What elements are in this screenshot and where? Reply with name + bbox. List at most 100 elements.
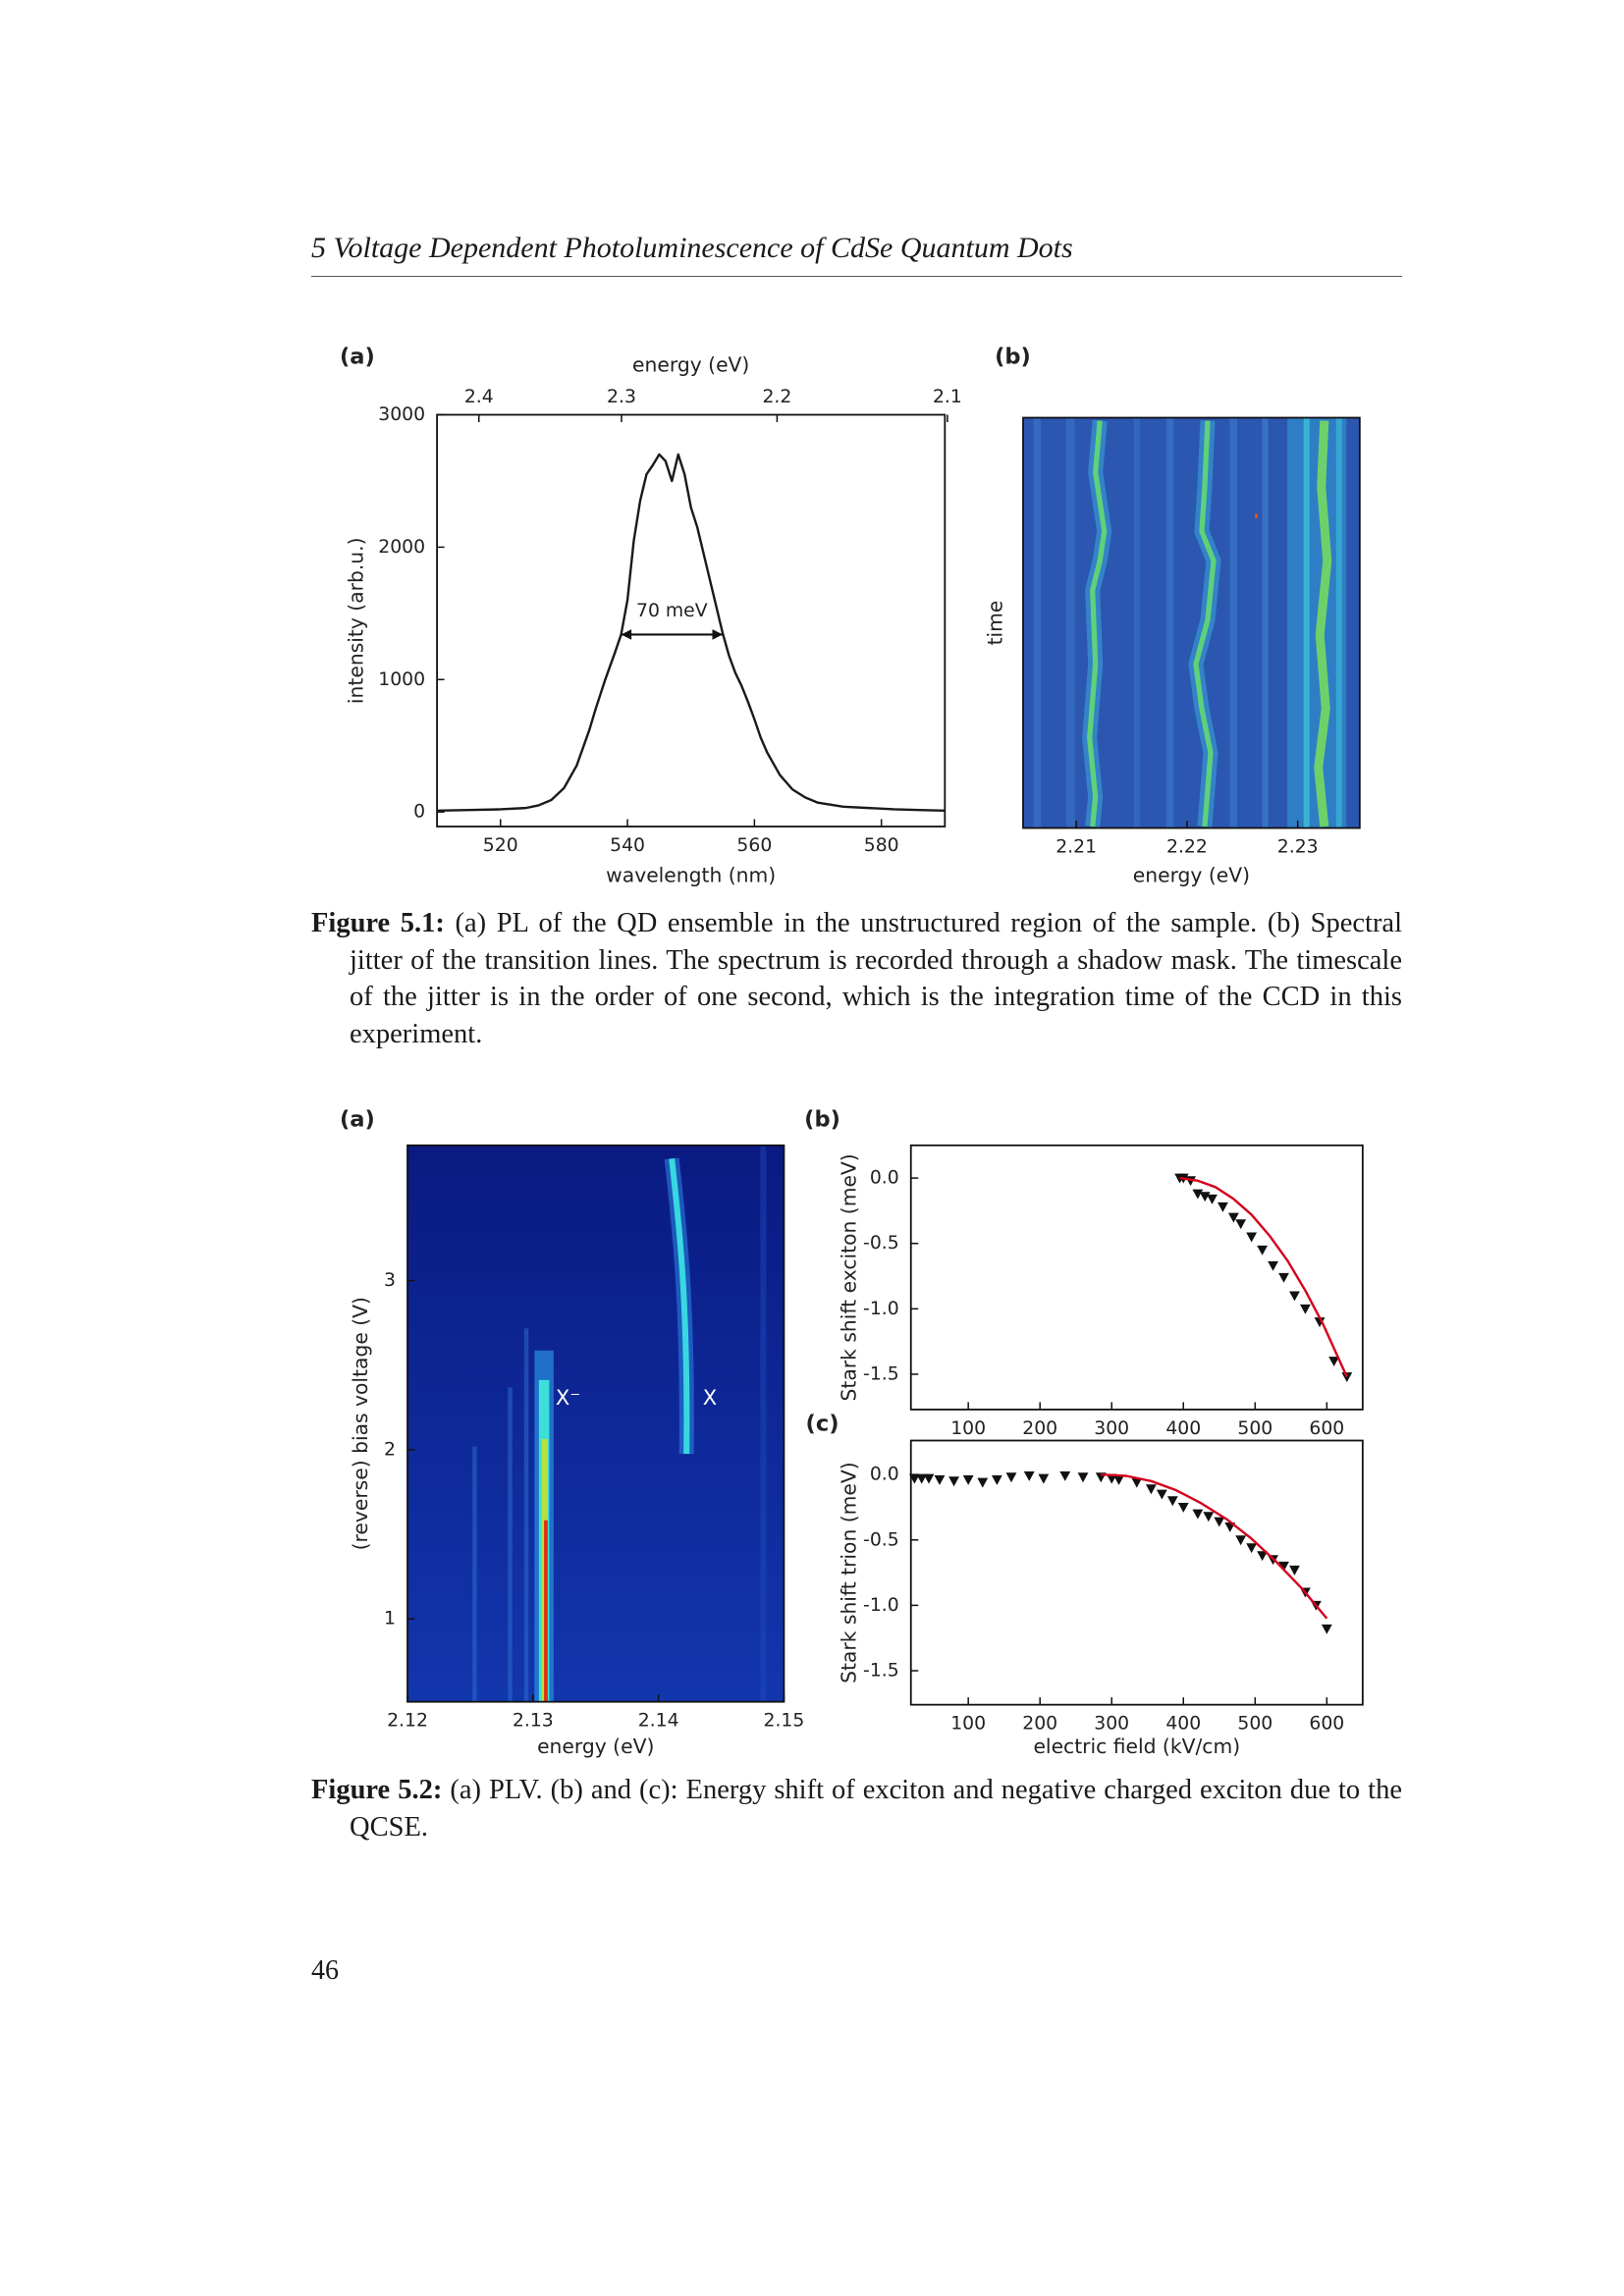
y-tick-label: 1 — [384, 1609, 396, 1629]
annotation: X — [703, 1385, 717, 1410]
caption-label: Figure 5.1: — [311, 908, 445, 938]
x-tick-label: 200 — [1022, 1418, 1057, 1439]
y-tick-label: -1.0 — [863, 1595, 899, 1616]
y-tick-label: 0.0 — [870, 1168, 899, 1189]
x2-tick-label: 2.2 — [762, 387, 791, 407]
y-tick-label: 2000 — [378, 537, 425, 558]
data-point — [1077, 1472, 1089, 1483]
data-point — [991, 1474, 1002, 1485]
x-tick-label: 300 — [1094, 1714, 1129, 1735]
panel-label: (c) — [806, 1411, 839, 1436]
x-tick-label: 2.23 — [1277, 837, 1319, 858]
annotation: 70 meV — [636, 601, 708, 621]
y-tick-label: 1000 — [378, 669, 425, 690]
x-tick-label: 600 — [1309, 1714, 1344, 1735]
data-point — [1145, 1484, 1157, 1495]
data-point — [1005, 1472, 1017, 1483]
x-tick-label: 100 — [950, 1418, 986, 1439]
data-point — [1192, 1509, 1204, 1520]
y-tick-label: 3 — [384, 1270, 396, 1291]
x-tick-label: 2.22 — [1166, 837, 1208, 858]
x-axis-label: energy (eV) — [1133, 864, 1250, 887]
caption-text: (a) PL of the QD ensemble in the unstruc… — [350, 908, 1403, 1049]
y-tick-label: 3000 — [378, 404, 425, 425]
data-point — [1131, 1477, 1143, 1488]
data-point — [1289, 1291, 1300, 1302]
panel-label: (a) — [340, 344, 375, 369]
y-tick-label: 2 — [384, 1439, 396, 1460]
data-point — [1113, 1474, 1124, 1485]
plot-frame — [1022, 416, 1361, 829]
y-tick-label: 0.0 — [870, 1465, 899, 1485]
x-tick-label: 560 — [736, 835, 772, 856]
data-point — [1278, 1272, 1289, 1283]
heatmap-image — [407, 1145, 785, 1702]
data-point — [1246, 1543, 1258, 1554]
y-axis-label: time — [983, 601, 1006, 646]
data-point — [1199, 1192, 1211, 1202]
data-point — [1177, 1502, 1189, 1513]
x-tick-label: 520 — [483, 835, 518, 856]
x2-tick-label: 2.4 — [464, 387, 494, 407]
caption-label: Figure 5.2: — [311, 1775, 443, 1805]
x2-axis-label: energy (eV) — [632, 352, 749, 376]
panel-label: (b) — [804, 1107, 840, 1133]
data-point — [1156, 1489, 1167, 1500]
fit-line — [1101, 1472, 1328, 1620]
y-axis-label: (reverse) bias voltage (V) — [349, 1297, 372, 1550]
data-point — [1257, 1551, 1269, 1562]
y-tick-label: -1.5 — [863, 1661, 899, 1682]
arrow-head — [621, 629, 724, 640]
data-point — [1192, 1189, 1204, 1200]
data-point — [1289, 1565, 1300, 1575]
plot-frame — [436, 413, 947, 828]
x-tick-label: 2.21 — [1056, 837, 1097, 858]
x-axis-label: wavelength (nm) — [606, 864, 776, 887]
plot-frame — [406, 1144, 785, 1703]
y-tick-label: 0 — [413, 802, 425, 823]
data-point — [1278, 1561, 1289, 1572]
data-point — [1328, 1357, 1340, 1367]
x-tick-label: 200 — [1022, 1714, 1057, 1735]
data-point — [948, 1476, 959, 1487]
x-axis-label: energy (eV) — [537, 1735, 654, 1758]
data-point — [1300, 1304, 1311, 1314]
annotation: X⁻ — [556, 1385, 581, 1410]
data-point — [934, 1474, 946, 1485]
data-point — [1314, 1317, 1326, 1328]
panel-label: (b) — [995, 344, 1031, 369]
x-tick-label: 600 — [1309, 1418, 1344, 1439]
plot-frame — [909, 1439, 1364, 1706]
data-point — [1321, 1624, 1332, 1634]
data-point — [1059, 1470, 1071, 1481]
data-point — [977, 1477, 989, 1488]
x-tick-label: 2.12 — [387, 1711, 428, 1732]
figure-caption: Figure 5.2: (a) PLV. (b) and (c): Energy… — [311, 1772, 1402, 1845]
x-tick-label: 500 — [1237, 1418, 1272, 1439]
page-number: 46 — [311, 1955, 339, 1986]
caption-text: (a) PLV. (b) and (c): Energy shift of ex… — [350, 1775, 1402, 1842]
data-point — [1235, 1535, 1247, 1546]
data-point — [923, 1473, 935, 1484]
plot-frame — [909, 1144, 1364, 1411]
data-point — [1227, 1212, 1239, 1223]
x-tick-label: 100 — [950, 1714, 986, 1735]
x-tick-label: 540 — [610, 835, 645, 856]
data-point — [1218, 1201, 1228, 1212]
y-axis-label: intensity (arb.u.) — [344, 537, 367, 704]
running-header: 5 Voltage Dependent Photoluminescence of… — [311, 232, 1073, 264]
data-point — [1214, 1517, 1225, 1527]
panel-label: (a) — [340, 1107, 375, 1133]
data-point — [1203, 1512, 1215, 1522]
y-tick-label: -0.5 — [863, 1529, 899, 1550]
data-point — [962, 1474, 974, 1485]
figure-caption: Figure 5.1: (a) PL of the QD ensemble in… — [311, 905, 1402, 1052]
y-tick-label: -0.5 — [863, 1233, 899, 1254]
y-tick-label: -1.0 — [863, 1299, 899, 1319]
data-point — [1257, 1245, 1269, 1255]
x-tick-label: 400 — [1165, 1714, 1201, 1735]
y-tick-label: -1.5 — [863, 1363, 899, 1384]
x2-tick-label: 2.3 — [607, 387, 636, 407]
